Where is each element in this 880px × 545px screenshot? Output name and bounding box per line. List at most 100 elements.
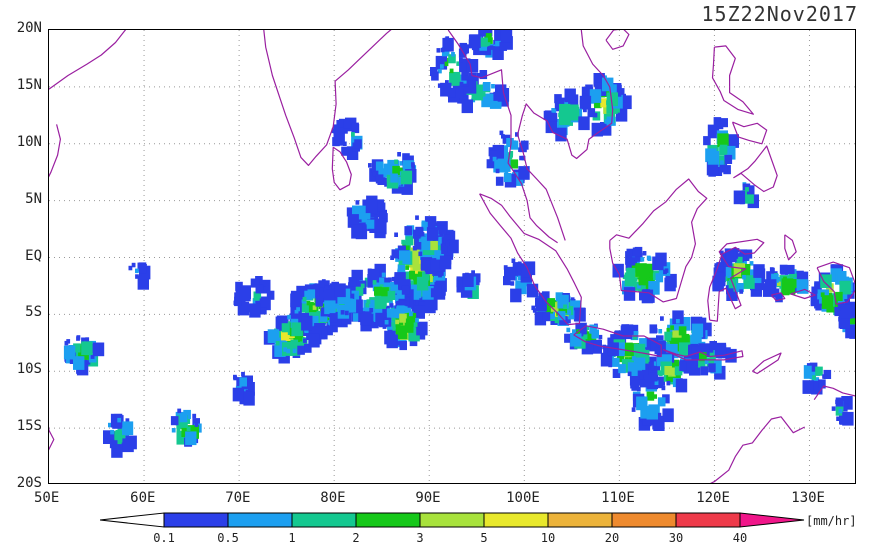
rain-cell: [500, 30, 513, 43]
rain-cell: [570, 297, 575, 302]
rain-cell: [382, 305, 390, 315]
rain-cell: [633, 343, 646, 358]
rain-cell: [600, 122, 612, 136]
rain-cell: [564, 333, 572, 343]
rain-cell: [549, 112, 558, 122]
rain-cell: [390, 282, 395, 287]
latitude-label: 5S: [25, 304, 42, 321]
colorbar-tick: 40: [732, 531, 748, 545]
rain-cell: [436, 48, 441, 53]
rain-cell: [390, 284, 398, 294]
latitude-label: 20S: [16, 475, 42, 491]
rain-cell: [567, 310, 572, 315]
rain-cell: [559, 316, 567, 326]
rain-cell: [177, 408, 182, 414]
rain-cell: [397, 289, 405, 299]
rain-cell: [619, 266, 623, 272]
rain-cell: [589, 89, 602, 103]
rain-cell: [627, 362, 640, 376]
rain-cell: [445, 80, 449, 85]
rain-cell: [437, 225, 441, 231]
rain-cell: [501, 36, 513, 50]
rain-cell: [712, 277, 724, 292]
rain-cell: [625, 324, 634, 334]
rain-cell: [430, 288, 439, 298]
rain-cell: [402, 160, 415, 174]
rain-cell: [441, 249, 445, 254]
rain-cell: [76, 335, 81, 340]
rain-cell: [440, 82, 452, 97]
rain-cell: [351, 290, 360, 300]
rain-cell: [438, 68, 442, 74]
rain-cell: [469, 34, 481, 48]
rain-cell: [836, 296, 845, 306]
rain-cell: [583, 334, 588, 339]
rain-cell: [372, 171, 377, 177]
rain-cell: [581, 86, 594, 101]
rain-cell: [286, 348, 291, 354]
rain-cell: [670, 335, 675, 340]
rain-cell: [481, 92, 486, 97]
rain-cell: [642, 289, 651, 299]
rain-cell: [724, 145, 736, 160]
rain-cell: [379, 284, 384, 289]
rain-cell: [515, 132, 519, 137]
rain-cell: [179, 413, 188, 423]
rain-cell: [73, 343, 81, 353]
rain-cell: [405, 265, 410, 270]
rain-cell: [570, 332, 582, 347]
rain-cell: [306, 300, 311, 306]
rain-cell: [822, 374, 826, 379]
rain-cell: [594, 99, 602, 109]
rain-cell: [603, 109, 616, 123]
rain-cell: [681, 333, 690, 343]
rain-cell: [365, 303, 370, 308]
rain-cell: [545, 304, 549, 309]
rain-cell: [655, 273, 664, 283]
rain-cell: [653, 394, 657, 399]
coastlines: [49, 30, 855, 483]
rain-cell: [449, 71, 461, 86]
rain-cell: [657, 376, 665, 386]
rain-cell: [512, 262, 521, 272]
rain-cell: [631, 407, 636, 412]
rain-cell: [672, 310, 684, 325]
rain-cell: [716, 262, 724, 272]
rain-cell: [712, 355, 716, 361]
rain-cell: [110, 429, 114, 435]
rain-cell: [591, 329, 599, 339]
rain-cell: [378, 168, 386, 178]
rain-cell: [85, 337, 90, 342]
rain-cell: [819, 299, 823, 304]
rain-cell: [249, 303, 261, 318]
rain-cell: [482, 82, 491, 92]
rain-cell: [591, 122, 603, 137]
rain-cell: [104, 434, 109, 439]
rain-cell: [351, 132, 355, 137]
rain-cell: [405, 245, 410, 250]
rain-cell: [564, 88, 576, 103]
rain-cell: [656, 335, 664, 345]
rain-cell: [585, 325, 590, 331]
rain-cell: [241, 371, 245, 377]
rain-cell: [554, 94, 562, 104]
colorbar-segment: [163, 512, 229, 528]
rain-cell: [374, 214, 378, 219]
rain-cell: [706, 348, 715, 358]
rain-cell: [409, 303, 414, 308]
rain-cell: [312, 305, 317, 310]
colorbar-segment: [739, 512, 805, 528]
rain-cell: [511, 258, 516, 263]
rain-cell: [584, 333, 597, 347]
rain-cell: [646, 375, 658, 390]
rain-cell: [780, 265, 789, 275]
rain-cell: [443, 234, 451, 244]
coastline: [517, 30, 614, 241]
rain-cell: [343, 119, 351, 129]
coastline: [813, 385, 855, 401]
rain-cell: [408, 327, 420, 342]
rain-cell: [391, 249, 400, 259]
rain-cell: [486, 159, 495, 169]
rain-cell: [305, 305, 310, 310]
rain-cell: [612, 357, 620, 367]
